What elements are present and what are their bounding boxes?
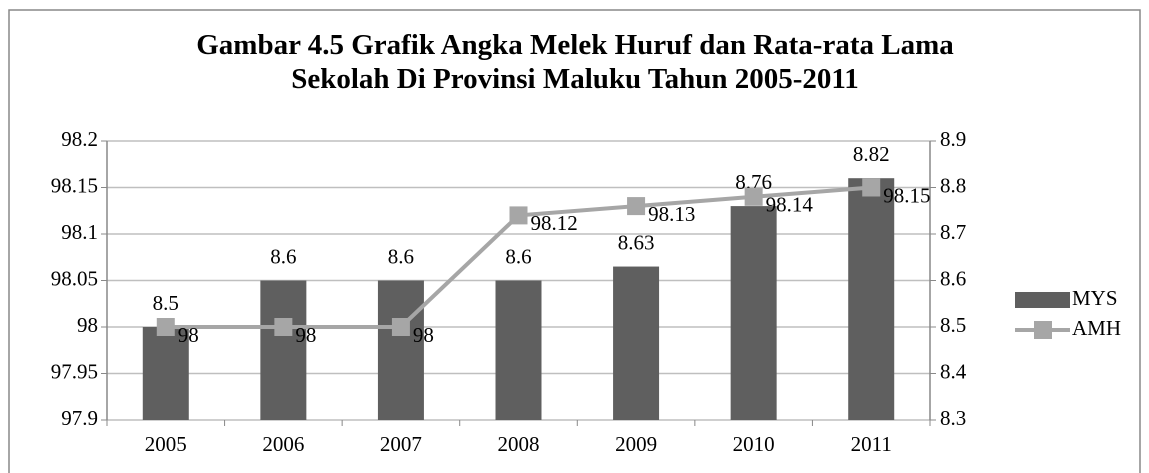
y-tick-label: 97.9 [61,406,98,430]
line-value-label: 98.15 [883,183,930,207]
x-tick-label: 2005 [145,432,187,456]
y-tick-label: 98.05 [51,266,98,290]
line-marker [744,187,763,206]
x-tick-label: 2008 [498,432,540,456]
y-tick-label: 98 [77,313,98,337]
y-tick-label: 98.1 [61,220,98,244]
bar [848,178,895,420]
x-tick-label: 2010 [733,432,775,456]
y-tick-label: 98.2 [61,127,98,151]
legend-label: AMH [1072,316,1121,340]
line-value-label: 98 [295,323,316,347]
line-marker [274,318,293,336]
bar [377,280,424,420]
y-tick-label: 97.95 [51,359,98,383]
legend-label: MYS [1072,286,1118,310]
bar-value-label: 8.5 [153,291,179,315]
line-value-label: 98.14 [766,193,814,217]
y2-tick-label: 8.5 [940,313,966,337]
bar-value-label: 8.63 [618,230,655,254]
bar [730,206,777,420]
bar [142,327,189,420]
legend-marker [1034,321,1052,339]
y2-tick-label: 8.8 [940,173,966,197]
chart-title: Gambar 4.5 Grafik Angka Melek Huruf dan … [196,29,954,95]
chart-border [8,9,1141,473]
legend-swatch [1015,292,1070,308]
bar [260,280,307,420]
line-marker [627,197,646,216]
line-value-label: 98 [178,323,199,347]
x-tick-label: 2007 [380,432,422,456]
bar [495,280,542,420]
line-value-label: 98 [413,323,434,347]
y2-tick-label: 8.3 [940,406,966,430]
bar-value-label: 8.6 [505,244,531,268]
x-tick-label: 2009 [615,432,657,456]
line-value-label: 98.13 [648,202,695,226]
bar [613,266,660,420]
y2-tick-label: 8.4 [940,359,967,383]
y2-tick-label: 8.7 [940,220,966,244]
line-marker [509,206,528,225]
x-tick-label: 2006 [262,432,304,456]
y-tick-label: 98.15 [51,173,98,197]
line-marker [391,318,410,336]
line-marker [156,318,175,336]
bar-value-label: 8.6 [270,244,296,268]
x-tick-label: 2011 [851,432,892,456]
y2-tick-label: 8.6 [940,266,966,290]
line-marker [862,178,881,197]
y2-tick-label: 8.9 [940,127,966,151]
bar-value-label: 8.6 [388,244,414,268]
line-value-label: 98.12 [531,211,578,235]
bar-value-label: 8.82 [853,142,890,166]
